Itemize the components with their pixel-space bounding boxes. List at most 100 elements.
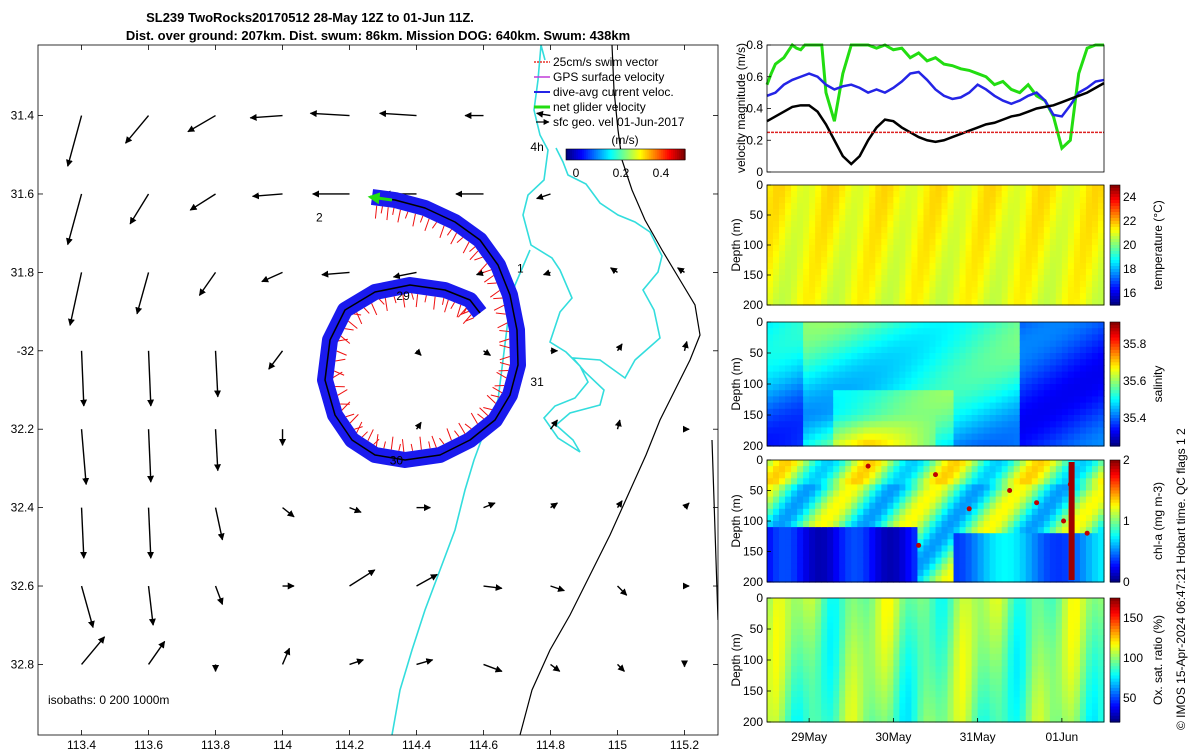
chla-cell [1013,569,1021,577]
temperature-cell [881,299,888,306]
temperature-cell [1055,299,1063,306]
chla-cell [965,484,973,492]
temperature-cell [851,251,858,258]
chla-cell [863,557,870,565]
speed-colorbar-cell [591,149,595,160]
oxygen-cell [815,678,822,686]
oxygen-cell [1007,598,1015,605]
chla-cell [1001,478,1009,485]
temperature-cell [947,239,955,246]
oxygen-cell [1031,598,1039,605]
temperature-cell [899,215,907,222]
salinity-cell [911,334,919,342]
oxygen-cell [785,666,792,673]
temperature-cell [803,257,810,264]
oxygen-cell [1019,678,1027,686]
salinity-cell [995,396,1003,404]
oxygen-cell [887,622,894,630]
temperature-cell [773,227,780,234]
oxygen-cell [965,678,973,686]
temperature-colorbar-cell [1110,203,1120,207]
oxygen-cell [809,604,816,611]
temperature-cell [971,299,979,306]
temperature-cell [821,227,828,234]
speed-colorbar-cell [613,149,617,160]
salinity-cell [773,377,780,385]
salinity-cell [839,396,846,404]
oxygen-cell [893,622,900,630]
salinity-cell [815,402,822,410]
oxygen-cell [1001,660,1009,667]
chla-cell [989,575,997,583]
oxygen-cell [1067,660,1075,667]
chla-cell [857,575,864,583]
temperature-cell [1001,233,1009,240]
oxygen-cell [965,616,973,624]
chla-cell [1013,490,1021,498]
temperature-cell [881,269,888,276]
temperature-cell [773,275,780,282]
salinity-cell [863,365,870,373]
chla-cell [881,539,888,546]
salinity-cell [833,359,840,366]
chla-cell [1031,466,1039,473]
swim-vector [335,358,346,362]
salinity-cell [887,427,894,435]
oxygen-cell [893,629,900,636]
chla-cell [833,533,840,540]
salinity-cell [953,421,961,428]
current-vector [550,585,565,592]
temperature-cell [785,197,792,204]
chla-cell [923,533,931,540]
salinity-cell [1001,415,1009,422]
oxygen-cell [1067,691,1075,698]
map-x-tick-label: 113.4 [67,738,96,750]
temperature-cell [875,227,882,234]
oxygen-cell [839,678,846,686]
salinity-cell [803,328,810,335]
oxygen-cell [1037,653,1045,661]
temperature-cell [929,215,937,222]
chla-cell [911,533,919,540]
temperature-cell [995,221,1003,228]
chla-cell [791,569,798,577]
oxygen-cell [1043,653,1051,661]
temperature-cell [953,299,961,306]
salinity-cell [977,390,985,397]
salinity-colorbar-tick: 35.4 [1123,411,1147,425]
temperature-cell [1055,221,1063,228]
chla-cell [1055,466,1063,473]
salinity-cell [845,390,852,397]
oxygen-cell [983,703,991,711]
oxygen-cell [977,715,985,723]
oxygen-cell [899,660,907,667]
oxygen-cell [887,610,894,618]
map-y-tick-label: 32.2 [11,422,35,436]
oxygen-cell [929,629,937,636]
chla-cell [1097,545,1105,553]
temperature-cell [917,293,925,300]
chla-cell [869,569,876,577]
salinity-colorbar-cell [1110,353,1120,357]
salinity-cell [833,377,840,385]
salinity-cell [1067,334,1075,342]
temperature-cell [887,233,894,240]
temperature-cell [1019,191,1027,198]
temperature-cell [1049,203,1057,210]
chla-cell [953,496,961,504]
oxygen-cell [1055,629,1063,636]
temperature-cell [851,269,858,276]
current-vector [147,429,155,483]
chla-cell [845,490,852,498]
chla-cell [1001,490,1009,498]
salinity-cell [809,328,816,335]
temperature-cell [1019,233,1027,240]
temperature-cell [899,239,907,246]
oxygen-cell [1031,653,1039,661]
oxygen-cell [893,641,900,649]
salinity-cell [989,439,997,447]
temperature-cell [935,221,943,228]
oxygen-cell [911,703,919,711]
temperature-cell [1031,191,1039,198]
salinity-cell [827,402,834,410]
